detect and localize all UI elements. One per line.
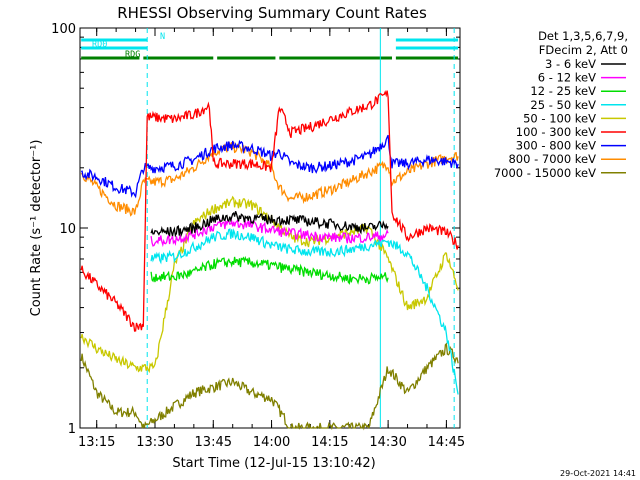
x-tick-label: 13:15 — [78, 435, 115, 450]
series-line — [80, 134, 459, 199]
x-tick-label: 13:45 — [195, 435, 232, 450]
x-axis-label: Start Time (12-Jul-15 13:10:42) — [172, 456, 375, 471]
flag-label: RD0 — [92, 40, 107, 50]
y-tick-label-100: 100 — [51, 22, 76, 37]
flag-label: RDG — [125, 50, 140, 60]
legend-label: 3 - 6 keV — [545, 57, 596, 71]
legend-label: 12 - 25 keV — [530, 84, 596, 98]
x-tick-label: 14:15 — [311, 435, 348, 450]
legend-label: 50 - 100 keV — [523, 111, 596, 125]
chart-title: RHESSI Observing Summary Count Rates — [117, 4, 427, 22]
series-line — [80, 90, 459, 332]
legend-label: 100 - 300 keV — [516, 125, 596, 139]
legend-label: 25 - 50 keV — [530, 98, 596, 112]
legend-header-line1: Det 1,3,5,6,7,9, — [538, 29, 628, 43]
legend-header-line2: FDecim 2, Att 0 — [539, 43, 628, 57]
series-line — [80, 342, 459, 431]
status-flags: N RD0 RDG — [81, 32, 459, 60]
x-tick-label: 14:30 — [369, 435, 406, 450]
y-tick-label-1: 1 — [68, 422, 76, 437]
series-line — [150, 210, 389, 238]
legend-label: 6 - 12 keV — [538, 71, 596, 85]
generation-timestamp: 29-Oct-2021 14:41 — [560, 469, 636, 478]
x-tick-label: 13:30 — [136, 435, 173, 450]
legend-label: 300 - 800 keV — [516, 139, 596, 153]
attenuator-markers — [146, 28, 455, 428]
series-line — [150, 218, 389, 248]
axis-ticks — [80, 28, 460, 429]
series-line — [150, 228, 459, 395]
legend-label: 800 - 7000 keV — [508, 152, 596, 166]
x-tick-label: 14:45 — [428, 435, 465, 450]
flag-label: N — [160, 32, 165, 42]
y-axis-label: Count Rate (s⁻¹ detector⁻¹) — [29, 140, 44, 317]
legend-label: 7000 - 15000 keV — [494, 166, 596, 180]
data-series — [80, 90, 459, 431]
series-line — [80, 195, 459, 374]
x-tick-label: 14:00 — [253, 435, 290, 450]
series-line — [150, 255, 389, 285]
y-tick-label-10: 10 — [59, 222, 76, 237]
